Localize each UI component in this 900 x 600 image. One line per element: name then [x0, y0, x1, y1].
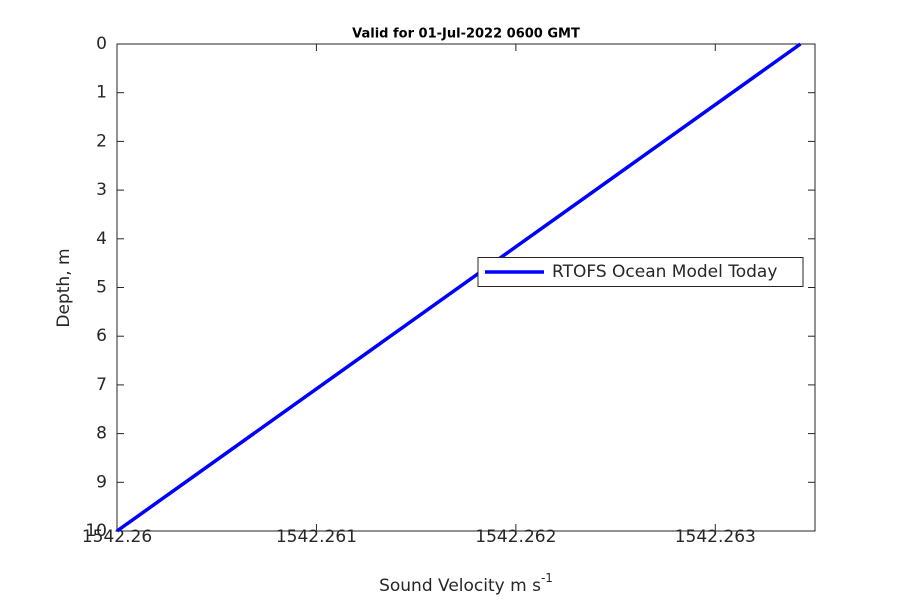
y-tick-label: 7: [96, 375, 107, 395]
x-axis-label-text: Sound Velocity m s: [379, 576, 541, 596]
x-tick-label: 1542.263: [675, 527, 756, 547]
legend: RTOFS Ocean Model Today: [477, 257, 804, 287]
y-tick-label: 8: [96, 424, 107, 444]
y-tick-label: 4: [96, 229, 107, 249]
legend-label: RTOFS Ocean Model Today: [552, 262, 777, 282]
chart-title: Valid for 01-Jul-2022 0600 GMT: [352, 27, 580, 42]
x-tick-label: 1542.261: [276, 527, 357, 547]
y-tick-label: 1: [96, 83, 107, 103]
y-tick-label: 5: [96, 278, 107, 298]
data-line: [115, 42, 802, 533]
x-axis-label: Sound Velocity m s-1: [379, 571, 553, 597]
y-tick-label: 9: [96, 472, 107, 492]
x-tick-label: 1542.26: [82, 527, 152, 547]
y-tick-label: 2: [96, 131, 107, 151]
y-tick-label: 0: [96, 34, 107, 54]
x-tick-label: 1542.262: [475, 527, 556, 547]
y-tick-label: 10: [85, 521, 107, 541]
y-axis-label: Depth, m: [54, 248, 74, 327]
y-tick-label: 3: [96, 180, 107, 200]
y-tick-label: 6: [96, 326, 107, 346]
x-axis-label-superscript: -1: [541, 571, 553, 585]
